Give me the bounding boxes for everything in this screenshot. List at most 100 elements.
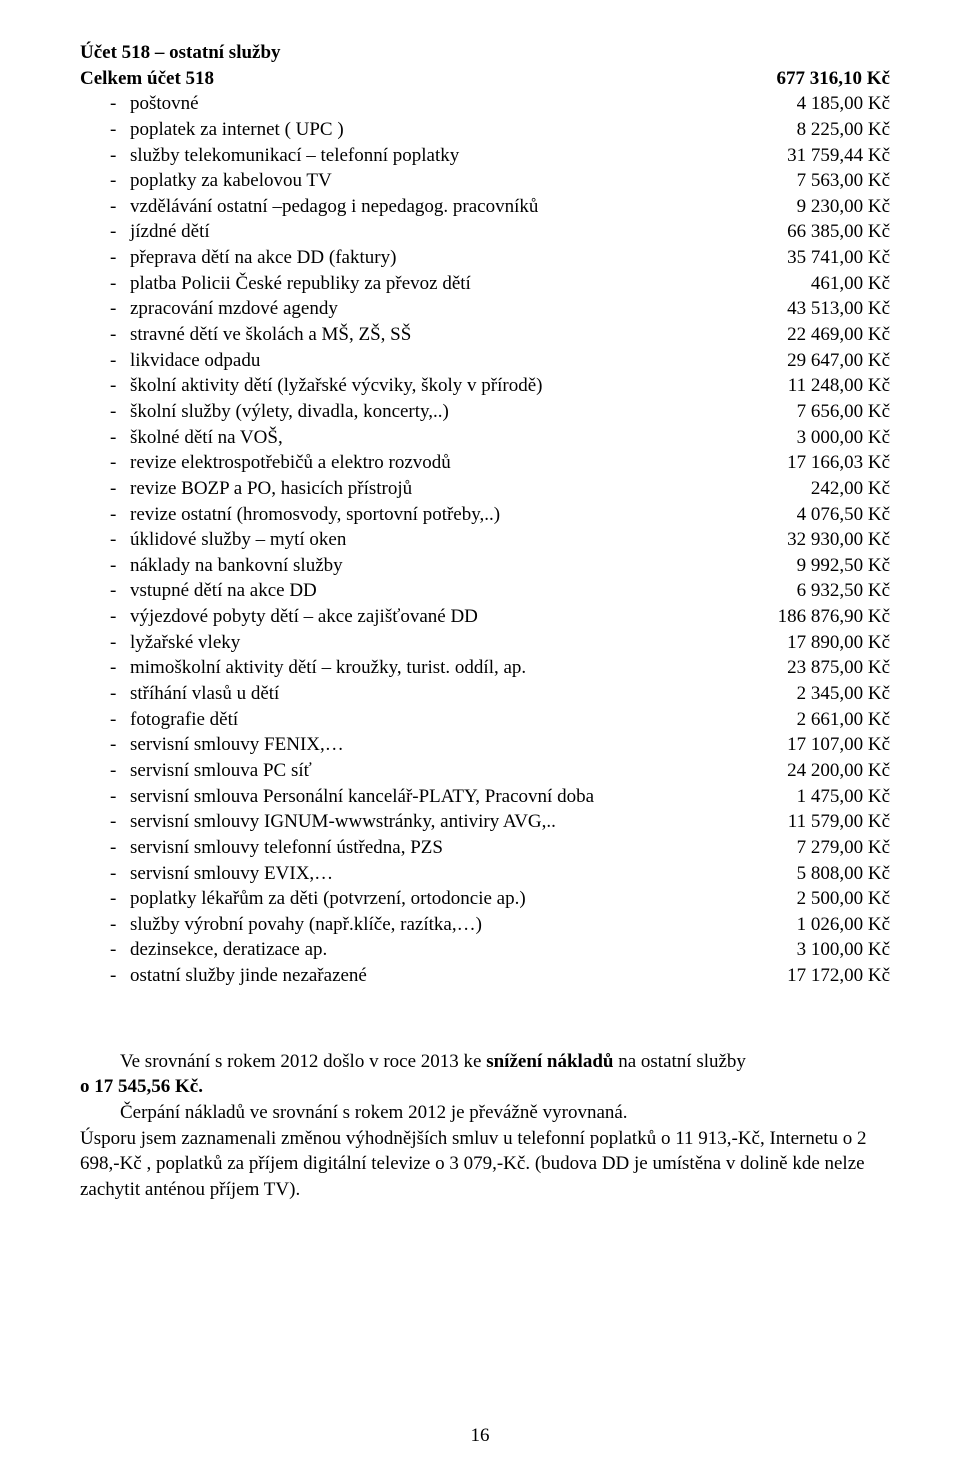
item-amount: 17 107,00 Kč [767,732,890,758]
items-container: -poštovné4 185,00 Kč-poplatek za interne… [80,91,890,988]
list-item: -servisní smlouvy EVIX,…5 808,00 Kč [80,861,890,887]
dash-bullet: - [110,655,124,681]
list-item: -servisní smlouva Personální kancelář-PL… [80,784,890,810]
item-label: -úklidové služby – mytí oken [80,527,767,553]
item-label: -poplatek za internet ( UPC ) [80,117,777,143]
item-amount: 22 469,00 Kč [767,322,890,348]
item-amount: 3 100,00 Kč [777,937,890,963]
item-amount: 24 200,00 Kč [767,758,890,784]
item-text: přeprava dětí na akce DD (faktury) [130,247,396,268]
item-amount: 32 930,00 Kč [767,527,890,553]
item-label: -servisní smlouva Personální kancelář-PL… [80,784,777,810]
item-text: školní aktivity dětí (lyžařské výcviky, … [130,375,542,396]
dash-bullet: - [110,937,124,963]
dash-bullet: - [110,91,124,117]
item-label: -služby výrobní povahy (např.klíče, razí… [80,912,777,938]
item-text: servisní smlouvy EVIX,… [130,863,333,884]
item-amount: 242,00 Kč [791,476,890,502]
dash-bullet: - [110,502,124,528]
list-item: -dezinsekce, deratizace ap.3 100,00 Kč [80,937,890,963]
list-item: -školní aktivity dětí (lyžařské výcviky,… [80,373,890,399]
item-text: revize elektrospotřebičů a elektro rozvo… [130,452,451,473]
dash-bullet: - [110,399,124,425]
item-amount: 9 230,00 Kč [777,194,890,220]
item-text: fotografie dětí [130,709,238,730]
page-number: 16 [0,1425,960,1447]
item-text: servisní smlouva Personální kancelář-PLA… [130,786,594,807]
item-text: vstupné dětí na akce DD [130,580,317,601]
item-label: -přeprava dětí na akce DD (faktury) [80,245,767,271]
item-text: poplatky lékařům za děti (potvrzení, ort… [130,888,526,909]
item-amount: 31 759,44 Kč [767,143,890,169]
list-item: -servisní smlouvy IGNUM-wwwstránky, anti… [80,809,890,835]
list-item: -vzdělávání ostatní –pedagog i nepedagog… [80,194,890,220]
list-item: -ostatní služby jinde nezařazené17 172,0… [80,963,890,989]
item-label: -likvidace odpadu [80,348,767,374]
item-text: služby výrobní povahy (např.klíče, razít… [130,914,482,935]
item-label: -dezinsekce, deratizace ap. [80,937,777,963]
dash-bullet: - [110,835,124,861]
item-label: -poplatky za kabelovou TV [80,168,777,194]
item-amount: 4 076,50 Kč [777,502,890,528]
body-p1-bold1: snížení nákladů [486,1051,613,1072]
item-text: revize BOZP a PO, hasicích přístrojů [130,478,412,499]
dash-bullet: - [110,630,124,656]
item-text: mimoškolní aktivity dětí – kroužky, turi… [130,657,526,678]
item-label: -školní služby (výlety, divadla, koncert… [80,399,777,425]
item-text: dezinsekce, deratizace ap. [130,939,327,960]
dash-bullet: - [110,168,124,194]
dash-bullet: - [110,450,124,476]
item-label: -stravné dětí ve školách a MŠ, ZŠ, SŠ [80,322,767,348]
item-text: zpracování mzdové agendy [130,298,338,319]
list-item: -servisní smlouva PC síť24 200,00 Kč [80,758,890,784]
item-text: stříhání vlasů u dětí [130,683,279,704]
dash-bullet: - [110,245,124,271]
item-label: -revize BOZP a PO, hasicích přístrojů [80,476,791,502]
item-label: -zpracování mzdové agendy [80,296,767,322]
list-item: -revize ostatní (hromosvody, sportovní p… [80,502,890,528]
body-p3: Úsporu jsem zaznamenali změnou výhodnějš… [80,1126,890,1203]
item-label: -školné dětí na VOŠ, [80,425,777,451]
item-label: -servisní smlouva PC síť [80,758,767,784]
dash-bullet: - [110,886,124,912]
item-label: -výjezdové pobyty dětí – akce zajišťovan… [80,604,758,630]
item-label: -poštovné [80,91,777,117]
dash-bullet: - [110,194,124,220]
item-label: -revize elektrospotřebičů a elektro rozv… [80,450,767,476]
item-label: -školní aktivity dětí (lyžařské výcviky,… [80,373,768,399]
item-text: školné dětí na VOŠ, [130,427,283,448]
item-amount: 2 661,00 Kč [777,707,890,733]
item-amount: 35 741,00 Kč [767,245,890,271]
list-item: -jízdné dětí66 385,00 Kč [80,219,890,245]
dash-bullet: - [110,861,124,887]
list-item: -náklady na bankovní služby9 992,50 Kč [80,553,890,579]
list-item: -revize elektrospotřebičů a elektro rozv… [80,450,890,476]
dash-bullet: - [110,373,124,399]
list-item: -služby výrobní povahy (např.klíče, razí… [80,912,890,938]
item-amount: 2 500,00 Kč [777,886,890,912]
item-text: servisní smlouvy telefonní ústředna, PZS [130,837,443,858]
body-p2: Čerpání nákladů ve srovnání s rokem 2012… [80,1100,890,1126]
item-amount: 2 345,00 Kč [777,681,890,707]
item-label: -revize ostatní (hromosvody, sportovní p… [80,502,777,528]
item-amount: 4 185,00 Kč [777,91,890,117]
dash-bullet: - [110,117,124,143]
item-text: školní služby (výlety, divadla, koncerty… [130,401,449,422]
item-text: poplatky za kabelovou TV [130,170,332,191]
list-item: -výjezdové pobyty dětí – akce zajišťovan… [80,604,890,630]
item-label: -poplatky lékařům za děti (potvrzení, or… [80,886,777,912]
item-label: -náklady na bankovní služby [80,553,777,579]
list-item: -poplatky lékařům za děti (potvrzení, or… [80,886,890,912]
item-text: úklidové služby – mytí oken [130,529,346,550]
body-p1-bold2: o 17 545,56 Kč. [80,1074,890,1100]
list-item: -poplatek za internet ( UPC )8 225,00 Kč [80,117,890,143]
item-label: -servisní smlouvy telefonní ústředna, PZ… [80,835,777,861]
dash-bullet: - [110,604,124,630]
item-text: platba Policii České republiky za převoz… [130,273,471,294]
dash-bullet: - [110,758,124,784]
item-amount: 17 890,00 Kč [767,630,890,656]
list-item: -servisní smlouvy telefonní ústředna, PZ… [80,835,890,861]
item-text: likvidace odpadu [130,350,260,371]
list-item: -stříhání vlasů u dětí2 345,00 Kč [80,681,890,707]
list-item: -servisní smlouvy FENIX,…17 107,00 Kč [80,732,890,758]
